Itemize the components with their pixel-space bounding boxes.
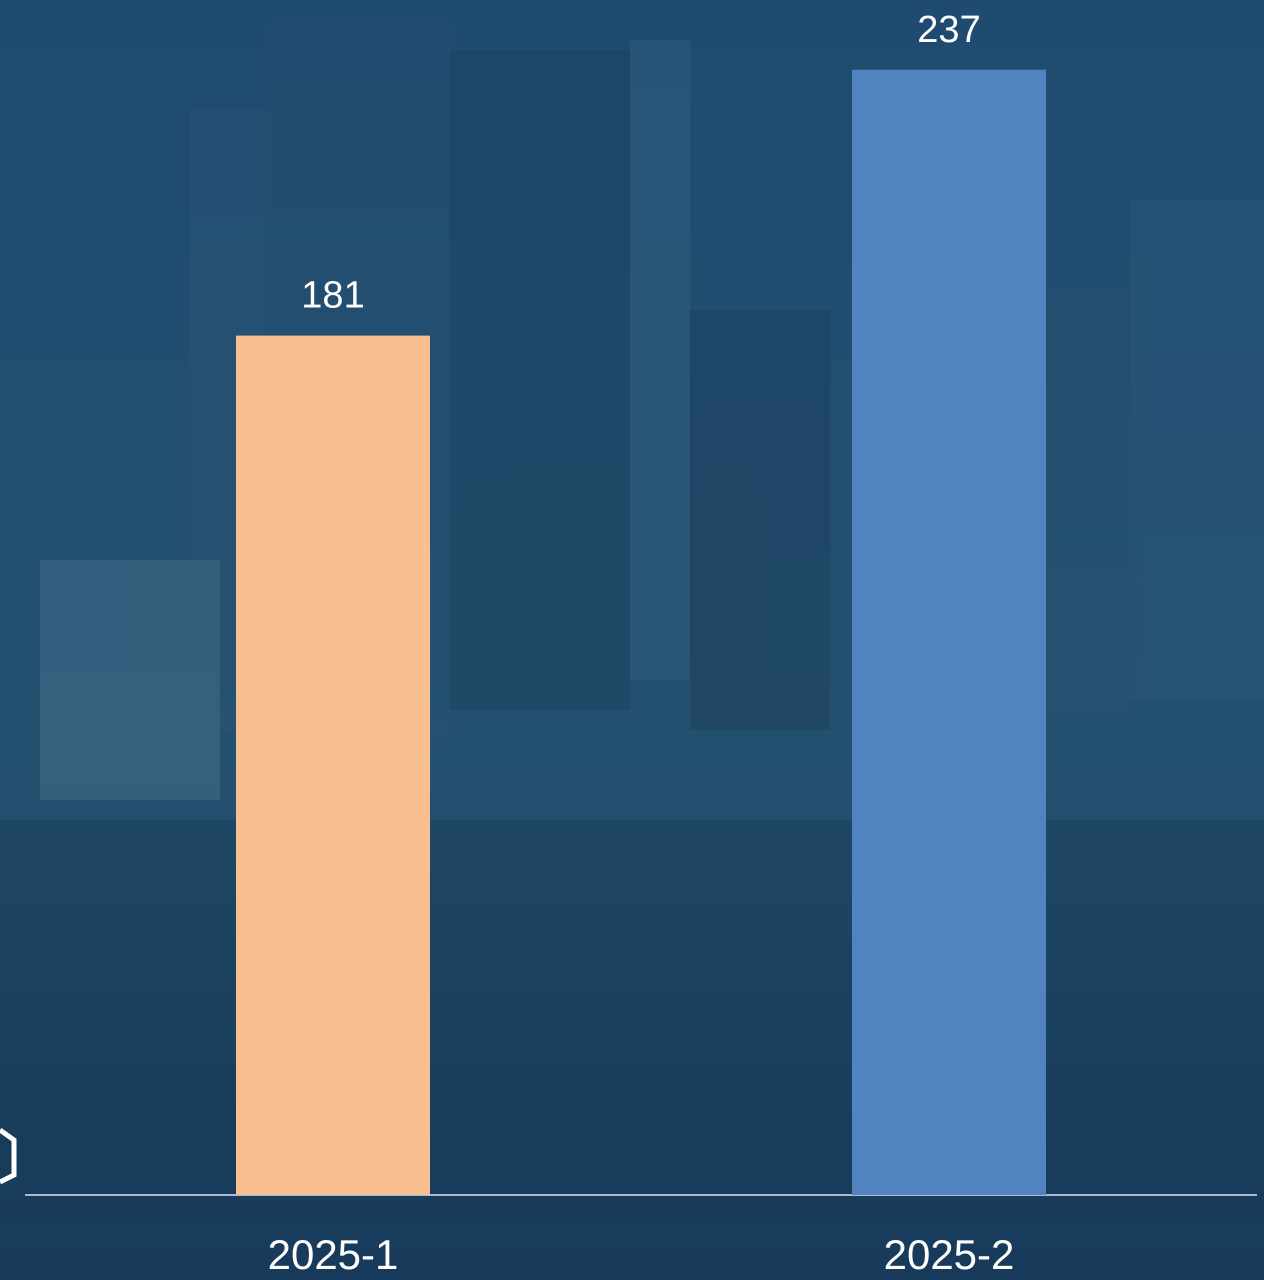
data-label: 237 [917,9,980,51]
city-backdrop [0,20,1264,1220]
data-label: 181 [301,275,364,317]
x-tick-label: 2025-1 [268,1231,399,1278]
bar [236,335,430,1195]
x-tick-label: 2025-2 [884,1231,1015,1278]
logo-fragment [0,1127,17,1185]
bar [852,69,1046,1195]
